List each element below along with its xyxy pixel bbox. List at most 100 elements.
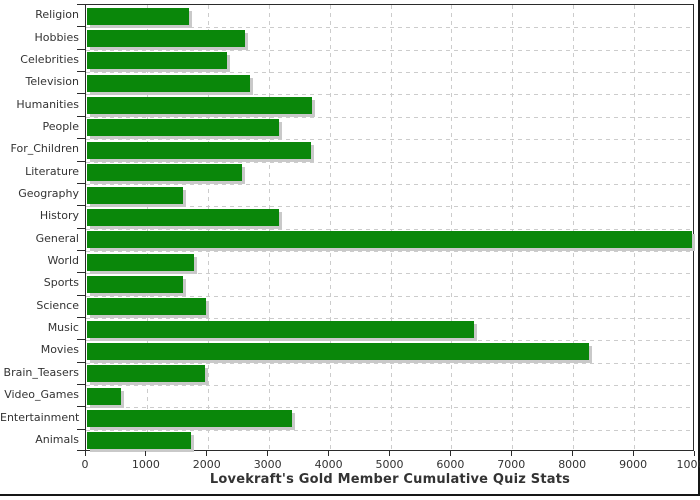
x-tick-label: 4000 (314, 458, 343, 471)
x-axis-tick (328, 451, 330, 456)
y-axis-tick (77, 71, 85, 73)
bar-celebrities (87, 52, 228, 70)
gridline-horizontal (86, 429, 693, 431)
bar-animals (87, 432, 192, 450)
gridline-horizontal (86, 139, 693, 141)
bar-humanities (87, 97, 312, 115)
category-label-history: History (39, 209, 79, 223)
x-axis-tick (632, 451, 634, 456)
category-label-religion: Religion (35, 8, 79, 22)
gridline-horizontal (86, 116, 693, 118)
bar-video-games (87, 387, 121, 405)
y-axis-tick (77, 182, 85, 184)
y-axis-tick (77, 339, 85, 341)
gridline-vertical (451, 5, 453, 450)
chart-title: Lovekraft's Gold Member Cumulative Quiz … (209, 472, 571, 487)
y-axis-tick (77, 294, 85, 296)
bar-for-children (87, 141, 311, 159)
gridline-horizontal (86, 27, 693, 29)
gridline-horizontal (86, 317, 693, 319)
bar-general (87, 231, 692, 249)
y-axis-tick (77, 227, 85, 229)
category-label-world: World (47, 254, 79, 267)
category-label-literature: Literature (25, 164, 79, 178)
gridline-horizontal (86, 250, 693, 252)
gridline-horizontal (86, 94, 693, 96)
bar-religion (87, 7, 190, 25)
y-axis-tick (77, 48, 85, 50)
gridline-vertical (390, 5, 392, 450)
bar-literature (87, 164, 242, 182)
y-axis-tick (77, 428, 85, 430)
category-label-video-games: Video_Games (4, 388, 79, 402)
bar-science (87, 298, 207, 316)
y-axis-tick (77, 249, 85, 251)
gridline-horizontal (86, 362, 693, 364)
bar-brain-teasers (87, 365, 205, 383)
x-axis-tick (449, 451, 451, 456)
gridline-vertical (634, 5, 636, 450)
y-axis-tick (77, 115, 85, 117)
gridline-vertical (573, 5, 575, 450)
gridline-horizontal (86, 183, 693, 185)
gridline-vertical (146, 5, 148, 450)
gridline-horizontal (86, 72, 693, 74)
category-label-brain-teasers: Brain_Teasers (3, 365, 79, 379)
y-axis-tick (77, 450, 85, 451)
bar-music (87, 320, 475, 338)
x-axis-tick (571, 451, 573, 456)
category-label-people: People (42, 119, 79, 133)
gridline-horizontal (86, 228, 693, 230)
gridline-vertical (268, 5, 270, 450)
x-axis-tick (510, 451, 512, 456)
gridline-horizontal (86, 295, 693, 297)
gridline-horizontal (86, 161, 693, 163)
x-tick-label: 9000 (619, 458, 648, 471)
category-label-humanities: Humanities (16, 97, 79, 111)
bar-geography (87, 186, 183, 204)
bar-people (87, 119, 279, 137)
x-tick-label: 1000 (131, 458, 160, 471)
x-axis-tick (145, 451, 147, 456)
x-tick-label: 3000 (253, 458, 282, 471)
y-axis-tick (77, 316, 85, 318)
bar-entertainment (87, 410, 293, 427)
category-label-entertainment: Entertainment (0, 410, 80, 424)
plot-area (85, 4, 694, 451)
frame-right-edge (698, 0, 700, 496)
category-label-sports: Sports (43, 276, 79, 290)
gridline-vertical (207, 5, 209, 450)
gridline-vertical (329, 5, 331, 450)
category-label-science: Science (36, 298, 79, 312)
gridline-horizontal (86, 407, 693, 409)
bar-television (87, 74, 251, 92)
gridline-horizontal (86, 385, 693, 386)
x-axis-tick (267, 451, 269, 456)
category-label-celebrities: Celebrities (20, 52, 79, 66)
x-tick-label: 8000 (558, 458, 587, 471)
bar-world (87, 253, 194, 271)
y-axis-tick (77, 93, 85, 95)
category-label-geography: Geography (18, 187, 79, 200)
category-label-television: Television (25, 75, 80, 89)
bar-hobbies (87, 30, 245, 47)
x-tick-label: 10000 (676, 458, 700, 471)
category-label-hobbies: Hobbies (34, 30, 79, 44)
y-axis-tick (77, 160, 85, 162)
category-label-movies: Movies (40, 343, 79, 357)
bar-movies (87, 342, 590, 360)
gridline-horizontal (86, 206, 693, 208)
y-axis-tick (77, 26, 85, 28)
y-axis-tick (77, 4, 85, 5)
frame-bottom-edge (0, 494, 700, 496)
x-tick-label: 5000 (375, 458, 404, 471)
y-axis-tick (77, 361, 85, 363)
gridline-horizontal (86, 340, 693, 342)
category-label-general: General (35, 231, 79, 245)
y-axis-tick (77, 406, 85, 408)
category-label-animals: Animals (35, 432, 79, 446)
y-axis-tick (77, 138, 85, 140)
x-axis-tick (84, 451, 86, 456)
x-axis-tick (206, 451, 208, 456)
